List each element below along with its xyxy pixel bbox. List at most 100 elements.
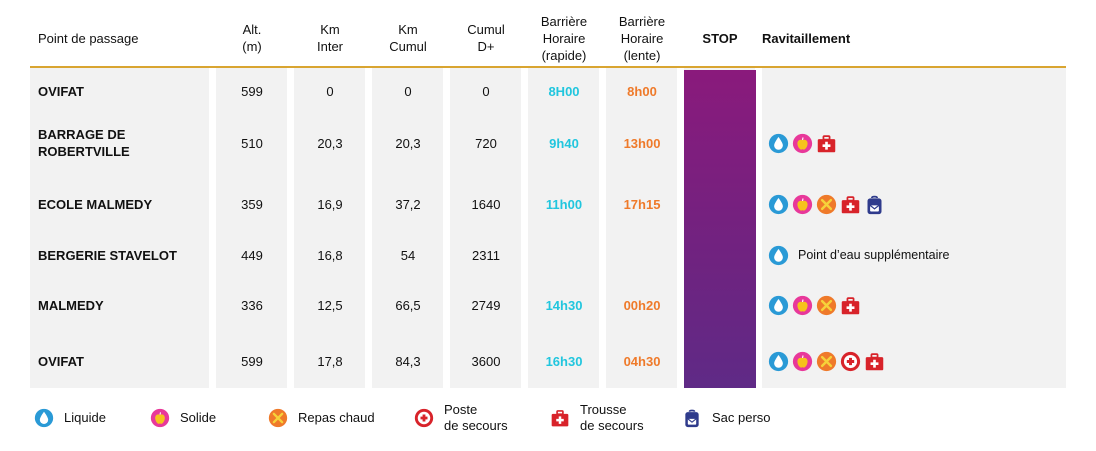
header-alt-line2: (m) xyxy=(242,39,262,54)
cell-km-inter: 12,5 xyxy=(294,285,366,325)
water-drop-icon xyxy=(768,245,789,266)
point-name: OVIFAT xyxy=(38,71,214,111)
cell-km-inter-value: 0 xyxy=(326,83,334,99)
ravitaillement-icons xyxy=(768,184,1058,224)
header-barriere-rapide-line1: Barrière xyxy=(540,13,588,29)
cell-rapide: 8H00 xyxy=(528,71,600,111)
header-point-label: Point de passage xyxy=(38,30,139,46)
first-aid-kit-icon xyxy=(550,408,570,428)
header-barriere-rapide-line2: Horaire xyxy=(542,30,586,46)
legend-label-line: Poste xyxy=(444,402,478,417)
ravitaillement-icons xyxy=(768,341,1058,381)
cell-alt: 449 xyxy=(216,235,288,275)
apple-icon xyxy=(792,295,813,316)
header-barriere-lente-line3: (lente) xyxy=(623,47,661,63)
header-ravitaillement: Ravitaillement xyxy=(762,10,962,66)
cell-rapide: 16h30 xyxy=(528,341,600,381)
cell-lente: 04h30 xyxy=(606,341,678,381)
point-name-lines: OVIFAT xyxy=(38,353,84,370)
cell-alt-value: 510 xyxy=(241,135,263,151)
legend-label-line: Sac perso xyxy=(712,410,771,425)
point-name: MALMEDY xyxy=(38,285,214,325)
column-separator xyxy=(443,68,450,388)
cell-rapide xyxy=(528,235,600,275)
header-barriere-rapide: Barrière Horaire (rapide) xyxy=(528,10,600,66)
cell-rapide: 11h00 xyxy=(528,184,600,224)
apple-icon xyxy=(792,194,813,215)
first-aid-kit-icon xyxy=(864,351,885,372)
cell-lente-value: 17h15 xyxy=(623,196,661,212)
cell-alt-value: 336 xyxy=(241,297,263,313)
header-rule xyxy=(30,66,1066,68)
header-stop: STOP xyxy=(684,10,756,66)
cell-alt: 510 xyxy=(216,123,288,163)
cell-rapide: 9h40 xyxy=(528,123,600,163)
cell-km-cumul-value: 0 xyxy=(404,83,412,99)
point-name: ECOLE MALMEDY xyxy=(38,184,214,224)
apple-icon xyxy=(792,133,813,154)
column-separator xyxy=(521,68,528,388)
cell-cumul-d: 2311 xyxy=(450,235,522,275)
column-separator xyxy=(209,68,216,388)
cell-km-cumul: 37,2 xyxy=(372,184,444,224)
cell-cumul-d-value: 1640 xyxy=(471,196,501,212)
header-cumul-d-line1: Cumul xyxy=(467,22,505,37)
legend-item: Poste de secours xyxy=(414,396,508,440)
cell-km-cumul: 20,3 xyxy=(372,123,444,163)
header-km-cumul: Km Cumul xyxy=(372,10,444,66)
header-km-inter-line2: Inter xyxy=(316,39,343,54)
cell-rapide: 14h30 xyxy=(528,285,600,325)
header-alt-line1: Alt. xyxy=(242,22,262,37)
legend-label: Trousse de secours xyxy=(580,402,644,434)
legend-label: Repas chaud xyxy=(298,410,375,426)
hot-meal-icon xyxy=(816,351,837,372)
cell-km-inter: 17,8 xyxy=(294,341,366,381)
header-stop-label: STOP xyxy=(702,30,738,46)
cell-km-cumul: 0 xyxy=(372,71,444,111)
table-body-background xyxy=(30,68,1066,388)
header-km-cumul-line1: Km xyxy=(398,22,418,37)
cell-cumul-d: 0 xyxy=(450,71,522,111)
column-separator xyxy=(755,68,762,388)
legend-label-line: de secours xyxy=(580,418,644,433)
cell-alt: 599 xyxy=(216,71,288,111)
cell-cumul-d-value: 3600 xyxy=(471,353,501,369)
point-name-lines: ECOLE MALMEDY xyxy=(38,196,152,213)
column-separator xyxy=(599,68,606,388)
cell-rapide-value: 9h40 xyxy=(549,135,579,151)
legend-label-line: Repas chaud xyxy=(298,410,375,425)
header-barriere-rapide-line3: (rapide) xyxy=(541,47,587,63)
backpack-icon xyxy=(682,408,702,428)
cell-km-cumul-value: 84,3 xyxy=(395,353,421,369)
point-name-line: ECOLE MALMEDY xyxy=(38,196,153,212)
first-aid-kit-icon xyxy=(816,133,837,154)
cell-km-inter-value: 20,3 xyxy=(317,135,343,151)
cell-alt-value: 359 xyxy=(241,196,263,212)
cell-lente: 17h15 xyxy=(606,184,678,224)
first-aid-post-icon xyxy=(840,351,861,372)
header-km-inter: Km Inter xyxy=(294,10,366,66)
cell-cumul-d: 3600 xyxy=(450,341,522,381)
hot-meal-icon xyxy=(816,194,837,215)
cell-km-cumul-value: 37,2 xyxy=(395,196,421,212)
cell-km-inter-value: 16,8 xyxy=(317,247,343,263)
first-aid-post-icon xyxy=(414,408,434,428)
cell-km-cumul: 54 xyxy=(372,235,444,275)
point-name: BARRAGE DE ROBERTVILLE xyxy=(38,123,214,163)
legend-item: Sac perso xyxy=(682,396,771,440)
cell-lente: 8h00 xyxy=(606,71,678,111)
point-name-line: ROBERTVILLE xyxy=(38,144,130,159)
cell-km-cumul-value: 20,3 xyxy=(395,135,421,151)
cell-alt-value: 599 xyxy=(241,83,263,99)
cell-alt: 359 xyxy=(216,184,288,224)
cell-km-cumul: 84,3 xyxy=(372,341,444,381)
cell-km-cumul-value: 54 xyxy=(400,247,416,263)
cell-rapide-value: 14h30 xyxy=(545,297,583,313)
legend-label-line: Liquide xyxy=(64,410,106,425)
cell-km-cumul-value: 66,5 xyxy=(395,297,421,313)
legend-label-line: Solide xyxy=(180,410,217,425)
column-separator xyxy=(365,68,372,388)
water-drop-icon xyxy=(768,194,789,215)
cell-cumul-d-value: 2311 xyxy=(472,247,500,263)
cell-rapide-value: 16h30 xyxy=(545,353,583,369)
